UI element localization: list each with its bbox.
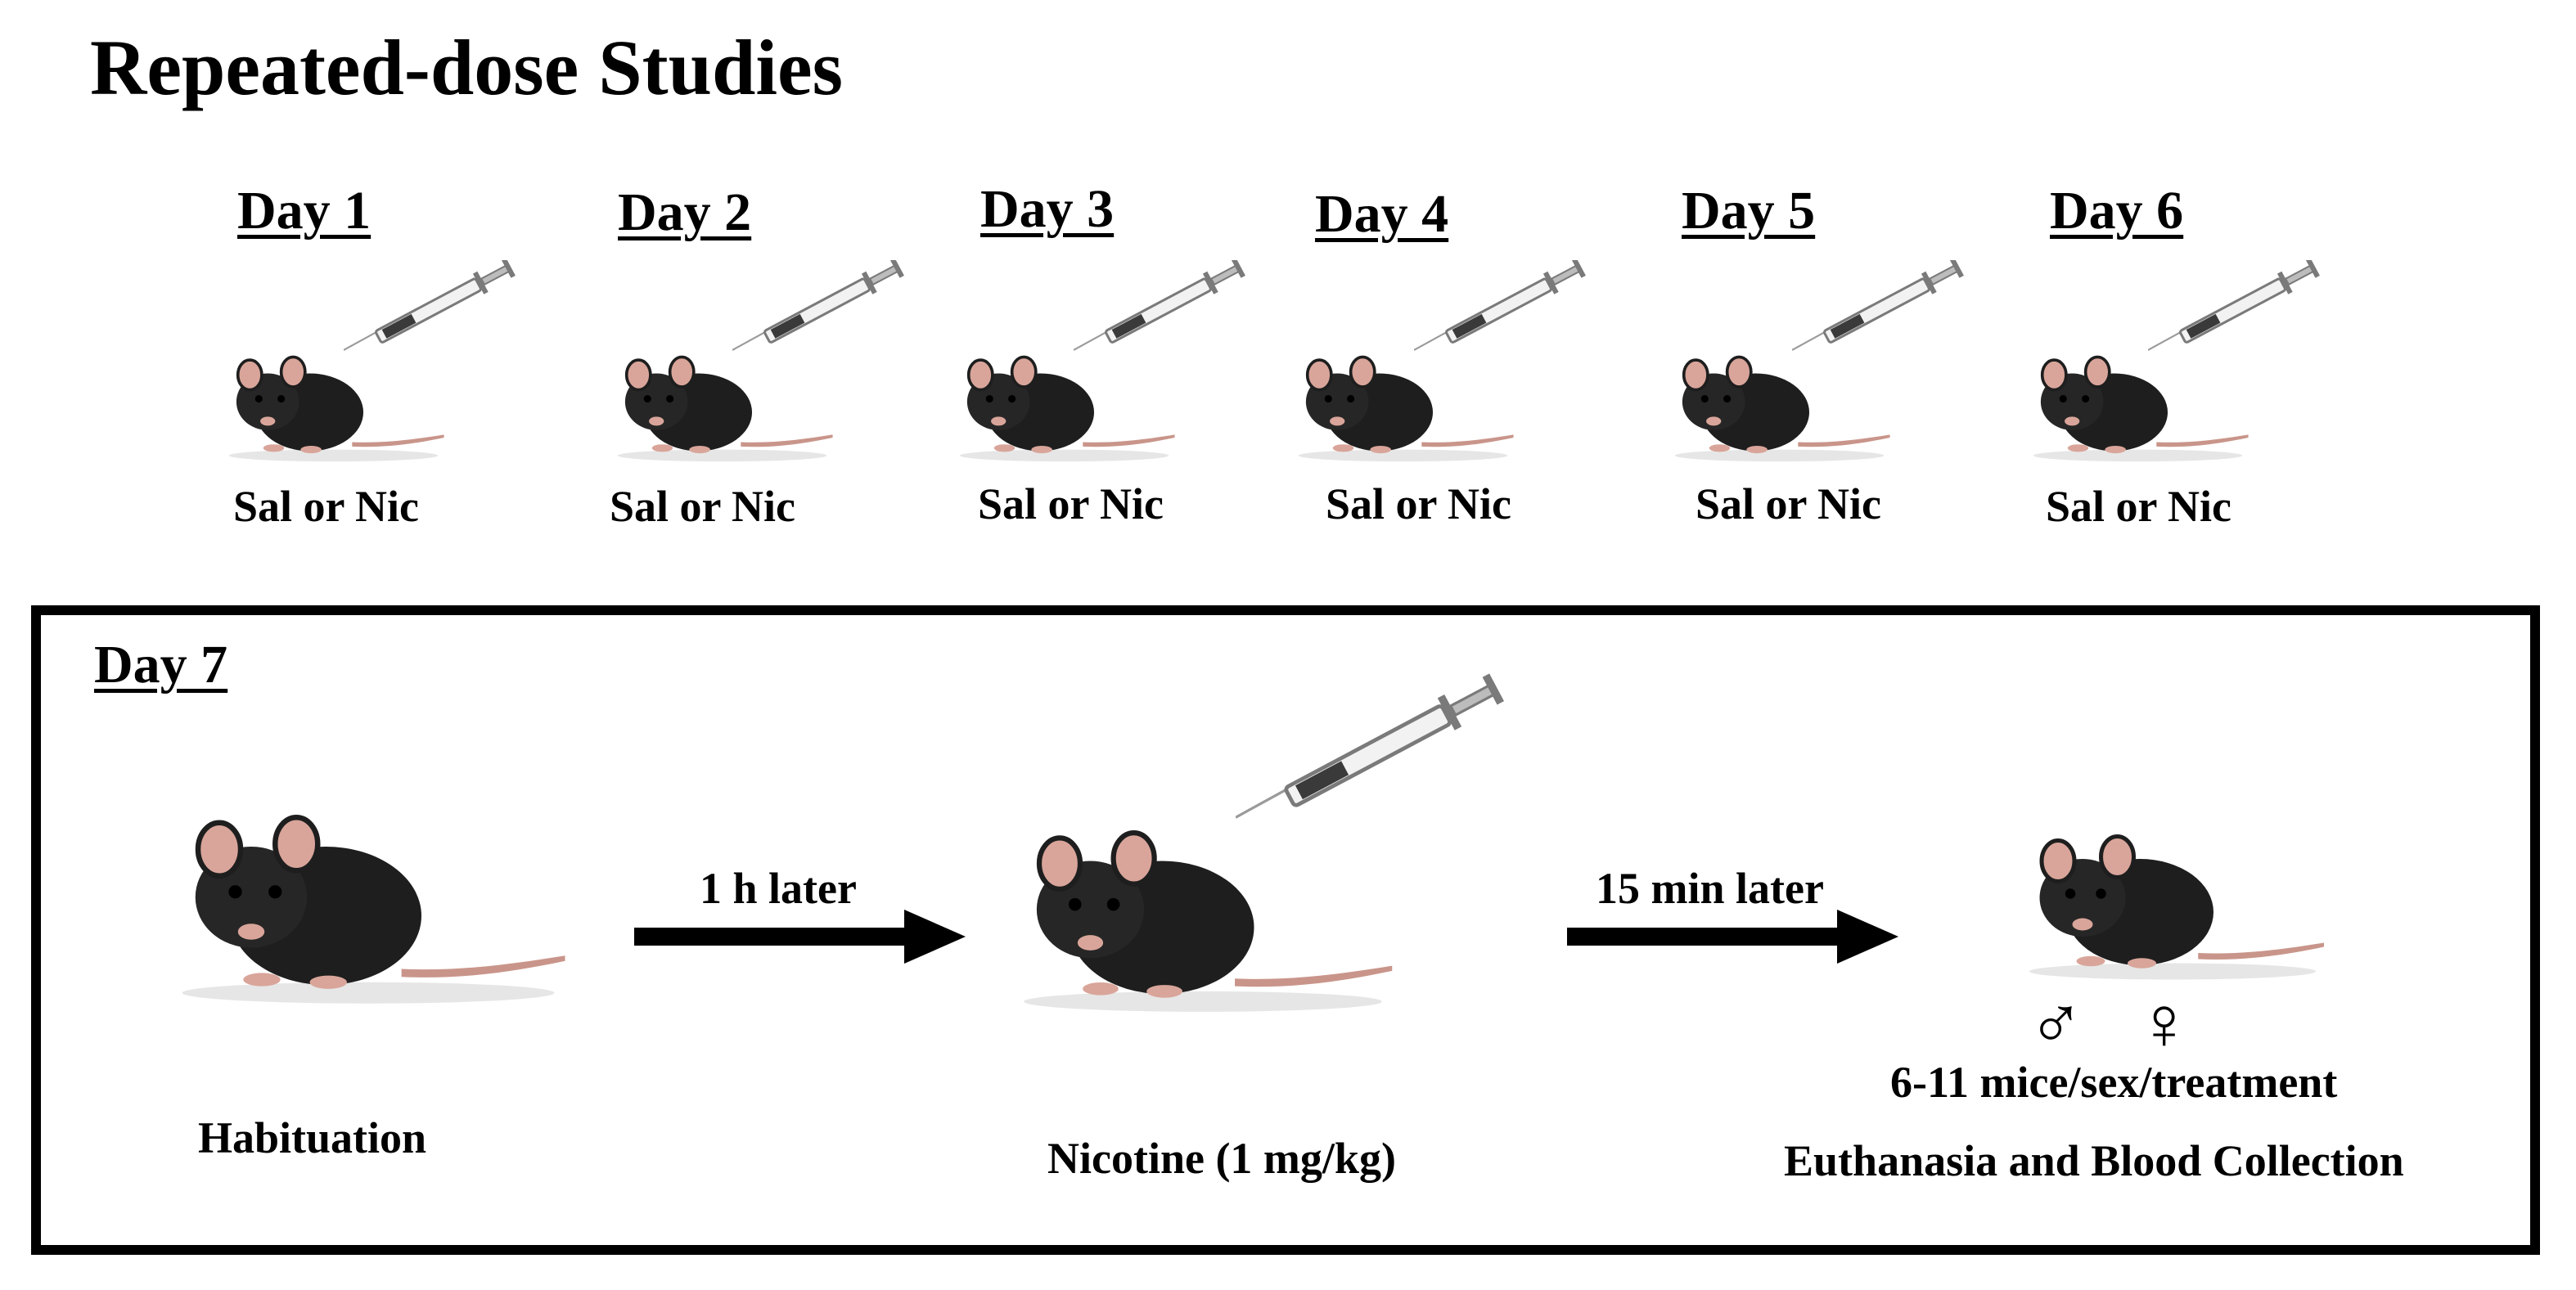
day-7-panel xyxy=(31,605,2540,1255)
mouse-icon xyxy=(1655,344,1904,463)
habituation-mouse-icon xyxy=(147,793,589,1006)
group-size-label: 6-11 mice/sex/treatment xyxy=(1890,1058,2338,1107)
mouse-icon xyxy=(939,344,1189,463)
syringe-icon xyxy=(732,260,907,352)
male-symbol-icon: ♂ xyxy=(2028,982,2084,1065)
syringe-icon xyxy=(1236,667,1522,830)
arrow-2-label: 15 min later xyxy=(1596,864,1824,913)
day-6-treatment: Sal or Nic xyxy=(2046,482,2231,531)
mouse-icon xyxy=(209,344,458,463)
day-3-treatment: Sal or Nic xyxy=(978,479,1164,528)
female-symbol-icon: ♀ xyxy=(2136,982,2192,1065)
day-1-treatment: Sal or Nic xyxy=(233,482,419,531)
nicotine-caption: Nicotine (1 mg/kg) xyxy=(1047,1134,1396,1183)
arrow-15min xyxy=(1567,910,1898,964)
day-5-treatment: Sal or Nic xyxy=(1696,479,1881,528)
nicotine-mouse-icon xyxy=(990,810,1416,1014)
day-4-treatment: Sal or Nic xyxy=(1326,479,1511,528)
day-5-label: Day 5 xyxy=(1682,181,1816,240)
habituation-caption: Habituation xyxy=(198,1113,427,1162)
page-title: Repeated-dose Studies xyxy=(90,24,844,111)
syringe-icon xyxy=(2148,260,2322,352)
day-6-label: Day 6 xyxy=(2050,181,2184,240)
arrow-1-label: 1 h later xyxy=(700,864,857,913)
day-7-label: Day 7 xyxy=(94,635,228,694)
day-1-label: Day 1 xyxy=(237,181,372,240)
syringe-icon xyxy=(1792,260,1966,352)
mouse-icon xyxy=(597,344,847,463)
day-2-treatment: Sal or Nic xyxy=(610,482,795,531)
euthanasia-caption: Euthanasia and Blood Collection xyxy=(1784,1136,2404,1185)
euthanasia-mouse-icon xyxy=(1988,818,2357,982)
day-3-label: Day 3 xyxy=(980,179,1115,239)
arrow-1h xyxy=(634,910,966,964)
syringe-icon xyxy=(344,260,518,352)
day-4-label: Day 4 xyxy=(1315,184,1449,244)
syringe-icon xyxy=(1414,260,1588,352)
day-2-label: Day 2 xyxy=(618,182,752,242)
syringe-icon xyxy=(1074,260,1248,352)
mouse-icon xyxy=(2013,344,2263,463)
mouse-icon xyxy=(1278,344,1528,463)
